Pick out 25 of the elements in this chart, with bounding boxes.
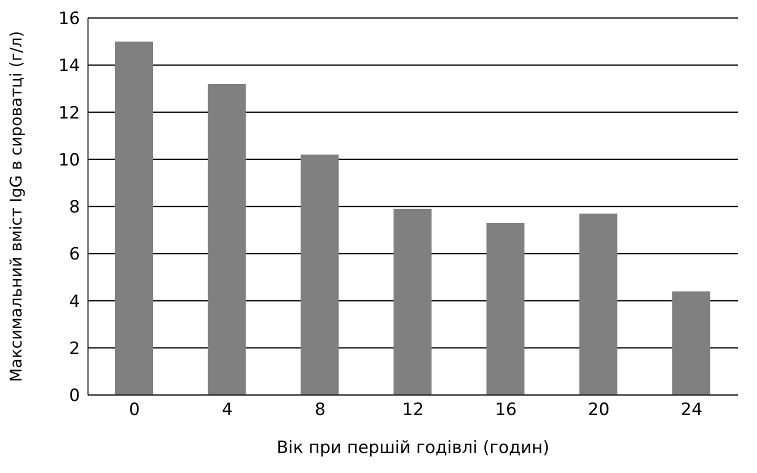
y-tick-label: 16 [58,9,80,30]
y-tick-label: 6 [69,244,80,265]
y-axis-title: Максимальний вміст IgG в сироватці (г/л) [6,31,26,382]
bar [300,154,339,395]
bar [579,214,618,395]
x-tick-label: 24 [680,400,702,420]
bar [672,291,710,395]
bar [486,222,524,395]
x-tick-label: 0 [129,400,140,420]
x-axis-title: Вік при першій годівлі (годин) [276,438,550,458]
y-tick-label: 4 [69,292,80,312]
x-tick-label: 16 [495,400,517,420]
bar [115,42,153,395]
y-tick-label: 10 [58,150,80,170]
y-tick-label: 14 [58,56,80,76]
x-tick-label: 8 [314,400,326,420]
y-tick-label: 2 [69,338,80,359]
x-tick-label: 4 [222,400,233,420]
y-tick-label: 8 [69,198,80,218]
x-tick-label: 20 [588,400,610,420]
y-tick-label: 12 [58,103,80,124]
bar [394,208,432,395]
y-tick-label: 0 [69,386,80,406]
bar [208,84,246,395]
x-tick-label: 12 [402,400,424,420]
